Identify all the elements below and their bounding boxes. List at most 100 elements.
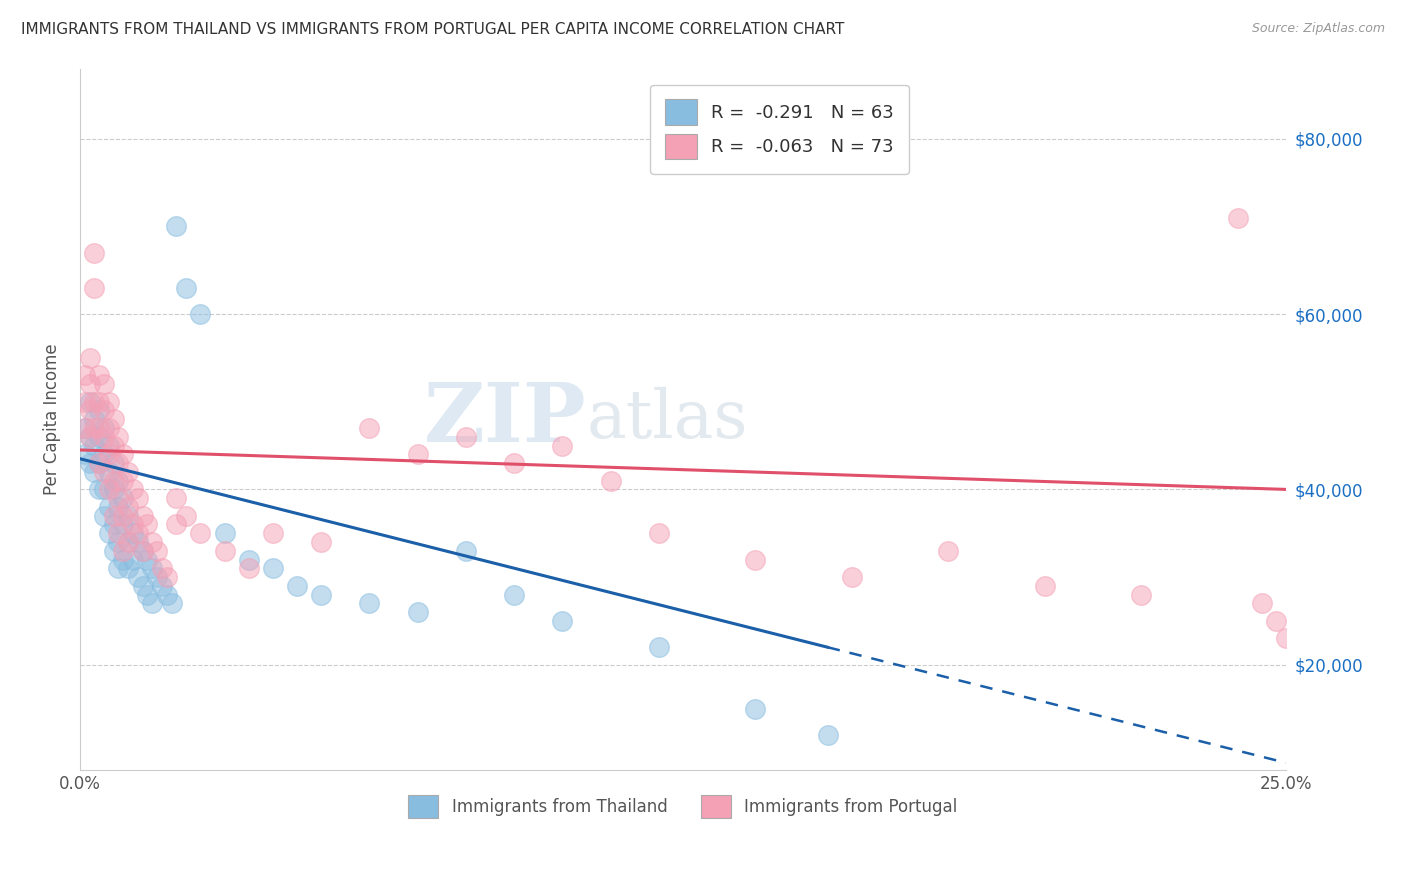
Point xyxy=(503,588,526,602)
Point xyxy=(107,500,129,514)
Point xyxy=(936,543,959,558)
Point xyxy=(127,491,149,505)
Point xyxy=(454,543,477,558)
Point xyxy=(165,517,187,532)
Point xyxy=(131,543,153,558)
Point xyxy=(117,561,139,575)
Point xyxy=(150,579,173,593)
Text: atlas: atlas xyxy=(586,386,748,452)
Point xyxy=(648,526,671,541)
Point xyxy=(744,552,766,566)
Point xyxy=(83,394,105,409)
Point xyxy=(83,465,105,479)
Point xyxy=(107,474,129,488)
Point xyxy=(174,281,197,295)
Point xyxy=(97,421,120,435)
Point xyxy=(122,517,145,532)
Point xyxy=(103,543,125,558)
Point xyxy=(841,570,863,584)
Point xyxy=(112,517,135,532)
Point xyxy=(79,430,101,444)
Point xyxy=(131,508,153,523)
Point xyxy=(503,456,526,470)
Point xyxy=(97,483,120,497)
Point xyxy=(73,394,96,409)
Point xyxy=(131,543,153,558)
Point xyxy=(117,465,139,479)
Point xyxy=(238,552,260,566)
Point xyxy=(262,561,284,575)
Point xyxy=(136,517,159,532)
Point xyxy=(103,456,125,470)
Point xyxy=(1265,614,1288,628)
Point xyxy=(117,535,139,549)
Point xyxy=(73,447,96,461)
Point xyxy=(359,596,381,610)
Point xyxy=(136,588,159,602)
Point xyxy=(73,368,96,383)
Point xyxy=(97,394,120,409)
Point xyxy=(122,552,145,566)
Point xyxy=(79,430,101,444)
Point xyxy=(112,508,135,523)
Point xyxy=(73,421,96,435)
Point xyxy=(406,605,429,619)
Point xyxy=(141,596,163,610)
Point xyxy=(97,465,120,479)
Point xyxy=(112,447,135,461)
Point xyxy=(190,307,212,321)
Point xyxy=(117,535,139,549)
Point xyxy=(79,456,101,470)
Point xyxy=(83,439,105,453)
Point xyxy=(107,535,129,549)
Point xyxy=(97,439,120,453)
Point xyxy=(262,526,284,541)
Point xyxy=(1275,632,1298,646)
Point xyxy=(156,570,179,584)
Point xyxy=(150,561,173,575)
Point xyxy=(79,394,101,409)
Point xyxy=(127,535,149,549)
Point xyxy=(406,447,429,461)
Point xyxy=(93,483,115,497)
Text: IMMIGRANTS FROM THAILAND VS IMMIGRANTS FROM PORTUGAL PER CAPITA INCOME CORRELATI: IMMIGRANTS FROM THAILAND VS IMMIGRANTS F… xyxy=(21,22,845,37)
Point xyxy=(309,588,332,602)
Point xyxy=(131,579,153,593)
Point xyxy=(107,430,129,444)
Point xyxy=(89,483,111,497)
Point xyxy=(73,421,96,435)
Point xyxy=(238,561,260,575)
Point xyxy=(214,526,236,541)
Point xyxy=(127,570,149,584)
Point xyxy=(112,491,135,505)
Point xyxy=(83,412,105,426)
Point xyxy=(112,474,135,488)
Point xyxy=(83,245,105,260)
Point xyxy=(146,543,169,558)
Point xyxy=(89,456,111,470)
Point xyxy=(93,377,115,392)
Point xyxy=(744,701,766,715)
Point xyxy=(79,377,101,392)
Point xyxy=(160,596,183,610)
Point xyxy=(93,421,115,435)
Point xyxy=(551,439,574,453)
Point xyxy=(165,491,187,505)
Point xyxy=(454,430,477,444)
Point xyxy=(122,526,145,541)
Point xyxy=(89,368,111,383)
Point xyxy=(89,403,111,417)
Point xyxy=(359,421,381,435)
Point xyxy=(89,394,111,409)
Point xyxy=(117,500,139,514)
Point xyxy=(156,588,179,602)
Point xyxy=(190,526,212,541)
Point xyxy=(648,640,671,655)
Point xyxy=(551,614,574,628)
Point xyxy=(79,403,101,417)
Point xyxy=(285,579,308,593)
Point xyxy=(93,403,115,417)
Point xyxy=(107,526,129,541)
Point xyxy=(599,474,621,488)
Point xyxy=(107,491,129,505)
